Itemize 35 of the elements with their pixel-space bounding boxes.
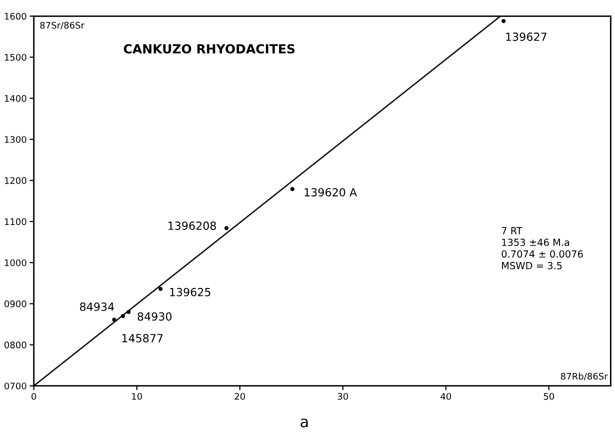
y-tick-label: 1400 [4, 95, 26, 102]
annotation: 1396208 [168, 222, 216, 230]
y-tick-label: 0800 [4, 342, 26, 348]
annotation: 139625 [170, 288, 210, 296]
y-axis-title: 87Sr/86Sr [40, 22, 84, 30]
y-tick-label: 1300 [4, 136, 26, 143]
y-tick-label: 1000 [4, 259, 26, 266]
annotation: 139627 [506, 32, 546, 41]
point [158, 286, 163, 291]
x-tick-label: 40 [440, 392, 452, 400]
y-tick-label: 0700 [4, 382, 26, 390]
annotation: 139620 A [304, 188, 357, 196]
x-axis-title: 87Rb/86Sr [560, 372, 608, 380]
point [120, 314, 126, 318]
y-tick-label: 1500 [4, 54, 26, 61]
annotation: 7 RT 1353 ±46 M.a 0.7074 ± 0.0076 MSWD = 3.5 [502, 227, 583, 270]
point [112, 318, 116, 322]
y-tick-label: 1100 [4, 218, 26, 226]
text: a [300, 418, 308, 428]
annotation: 145877 [122, 334, 163, 342]
annotation: 84930 [138, 312, 172, 321]
y-tick-label: 1200 [4, 177, 26, 184]
text: CANKUZO RHYODACITES [124, 44, 295, 54]
x-tick-label: 10 [132, 392, 142, 400]
annotation: 84934 [80, 302, 114, 311]
x-tick-label: 30 [338, 392, 348, 400]
point [501, 18, 506, 24]
x-tick-label: 20 [234, 392, 245, 400]
y-tick-label: 1600 [4, 12, 26, 20]
point [126, 310, 131, 314]
x-tick-label: 50 [544, 392, 554, 400]
point [290, 187, 294, 192]
y-tick-label: 0900 [4, 300, 26, 308]
point [224, 226, 229, 230]
x-tick-label: 0 [32, 392, 36, 400]
